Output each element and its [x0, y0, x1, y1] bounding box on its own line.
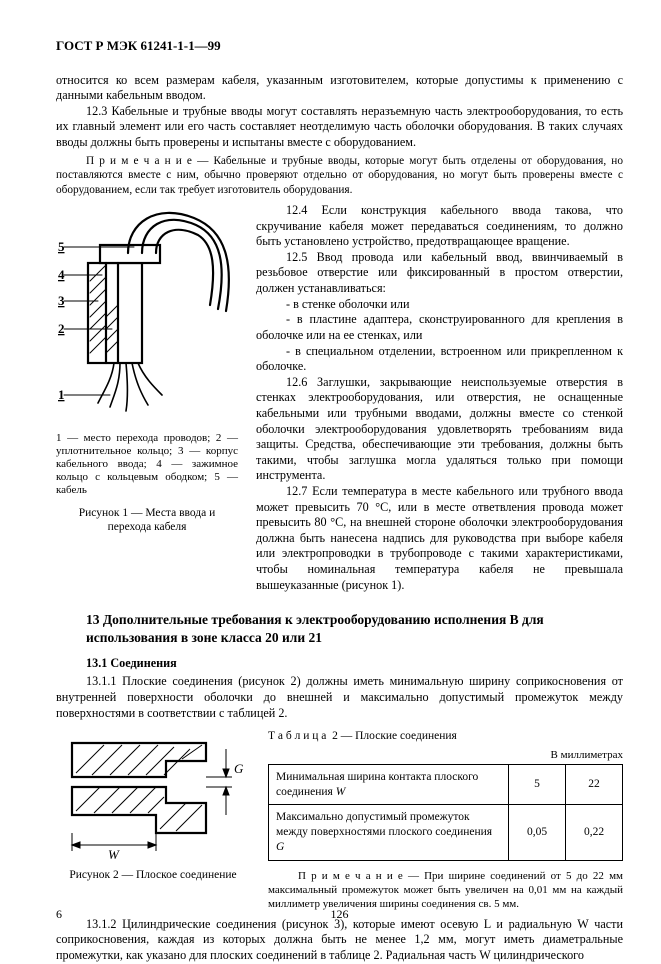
subsection-13-1: 13.1 Соединения [86, 656, 623, 672]
table-2: Минимальная ширина контакта плоского сое… [268, 764, 623, 861]
para-12-3: 12.3 Кабельные и трубные вводы могут сос… [56, 104, 623, 151]
table-2-unit: В миллиметрах [268, 748, 623, 762]
para-13-1-1: 13.1.1 Плоские соединения (рисунок 2) до… [56, 674, 623, 721]
section-13-title: 13 Дополнительные требования к электрооб… [56, 611, 623, 646]
para-12-7: 12.7 Если температура в месте кабельного… [256, 484, 623, 593]
figure-1-caption: Рисунок 1 — Места ввода и перехода кабел… [56, 506, 238, 535]
svg-text:1: 1 [58, 387, 65, 402]
svg-text:2: 2 [58, 321, 65, 336]
svg-text:3: 3 [58, 293, 65, 308]
para-12-6: 12.6 Заглушки, закрывающие неиспользуемы… [256, 375, 623, 484]
para-13-1-2: 13.1.2 Цилиндрические соединения (рисуно… [56, 917, 623, 964]
para-continuation: относится ко всем размерам кабеля, указа… [56, 73, 623, 104]
table-2-note: П р и м е ч а н и е — При ширине соедине… [268, 869, 623, 911]
table-row: Максимально допустимый промежуток между … [269, 805, 623, 860]
list-a: - в стенке оболочки или [256, 297, 623, 313]
figure-1-legend: 1 — место перехода проводов; 2 — уплотни… [56, 432, 238, 498]
figure-1: 5 4 3 2 1 1 — место перехода проводов; 2… [56, 203, 238, 535]
page-header: ГОСТ Р МЭК 61241-1-1—99 [56, 38, 623, 55]
svg-text:5: 5 [58, 239, 65, 254]
list-c: - в специальном отделении, встроенном ил… [256, 344, 623, 375]
fig2-label-w: W [108, 847, 120, 859]
note-top: П р и м е ч а н и е — Кабельные и трубны… [56, 154, 623, 197]
svg-text:4: 4 [58, 267, 65, 282]
para-12-5: 12.5 Ввод провода или кабельный ввод, вв… [256, 250, 623, 297]
list-b: - в пластине адаптера, сконструированног… [256, 312, 623, 343]
fig2-label-g: G [234, 761, 244, 776]
page-number-center: 126 [56, 907, 623, 922]
figure-2: G W Рисунок 2 — Плоское соединение [56, 729, 250, 882]
figure-2-caption: Рисунок 2 — Плоское соединение [56, 868, 250, 883]
table-row: Минимальная ширина контакта плоского сое… [269, 765, 623, 805]
para-12-4: 12.4 Если конструкция кабельного ввода т… [256, 203, 623, 250]
table-2-title: Т а б л и ц а 2 — Плоские соединения [268, 729, 623, 744]
